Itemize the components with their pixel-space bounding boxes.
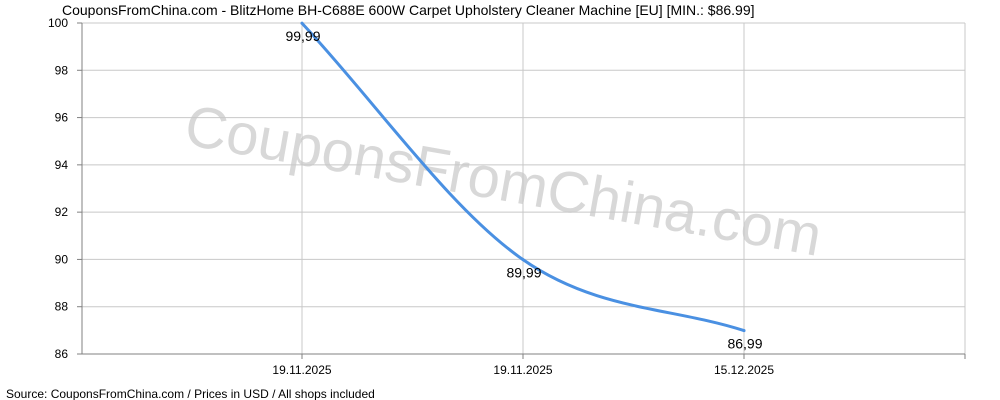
x-tick-label: 19.11.2025 (493, 363, 552, 377)
data-point (742, 329, 746, 333)
axes: 100 98 96 94 92 90 88 86 19.11.2025 19.11.2025 15.… (48, 16, 966, 377)
y-tick-label: 98 (55, 63, 69, 77)
source-note: Source: CouponsFromChina.com / Prices in… (6, 387, 375, 400)
y-tick-label: 92 (55, 205, 69, 219)
data-label: 99,99 (285, 28, 320, 44)
grid-lines (82, 22, 966, 355)
chart-title: CouponsFromChina.com - BlitzHome BH-C688… (62, 2, 755, 18)
series-layer (300, 21, 746, 333)
y-tick-label: 90 (55, 252, 69, 266)
y-tick-label: 88 (55, 300, 69, 314)
y-tick-label: 100 (48, 16, 68, 30)
price-series-line (300, 21, 746, 333)
data-point (521, 258, 525, 262)
data-point (300, 21, 304, 25)
watermark-text: CouponsFromChina.com (180, 93, 826, 269)
data-label: 86,99 (727, 336, 762, 352)
x-tick-label: 19.11.2025 (272, 363, 331, 377)
data-label: 89,99 (506, 265, 541, 281)
y-tick-label: 86 (55, 347, 69, 361)
y-tick-label: 94 (55, 158, 69, 172)
y-tick-label: 96 (55, 111, 69, 125)
x-tick-label: 15.12.2025 (714, 363, 774, 377)
data-labels: 99,99 89,99 86,99 (285, 28, 762, 351)
